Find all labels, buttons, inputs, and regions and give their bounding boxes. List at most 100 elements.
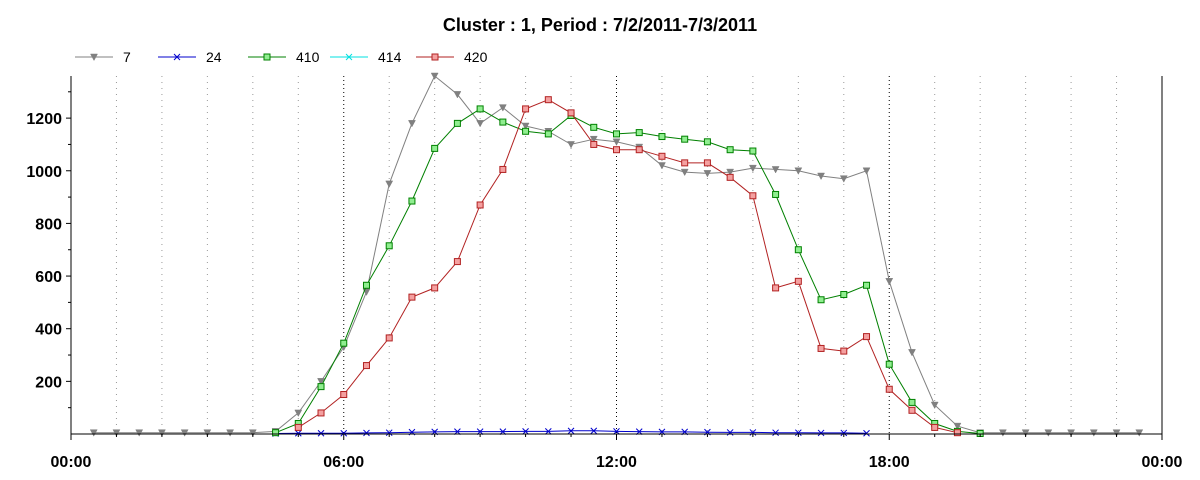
data-point-24 bbox=[863, 429, 870, 437]
data-point-410 bbox=[885, 360, 893, 368]
legend-marker bbox=[431, 53, 439, 61]
data-point-420 bbox=[885, 385, 893, 393]
data-point-410 bbox=[658, 133, 666, 141]
data-point-410 bbox=[726, 146, 734, 154]
data-point-410 bbox=[703, 138, 711, 146]
data-point-420 bbox=[499, 165, 507, 173]
legend-label: 414 bbox=[378, 49, 402, 65]
data-point-410 bbox=[772, 190, 780, 198]
data-point-24 bbox=[385, 429, 393, 437]
data-point-7 bbox=[226, 429, 235, 437]
data-point-420 bbox=[362, 362, 370, 370]
data-point-7 bbox=[89, 429, 98, 437]
y-tick-label: 1000 bbox=[26, 164, 62, 181]
data-point-420 bbox=[522, 105, 530, 113]
data-point-7 bbox=[703, 170, 712, 178]
data-point-420 bbox=[317, 409, 325, 417]
data-point-7 bbox=[521, 122, 530, 131]
data-point-410 bbox=[385, 242, 393, 250]
data-point-7 bbox=[794, 167, 803, 175]
data-point-420 bbox=[431, 284, 439, 292]
data-point-7 bbox=[1067, 429, 1076, 437]
data-point-410 bbox=[362, 281, 370, 289]
data-point-7 bbox=[953, 422, 962, 431]
data-point-420 bbox=[953, 429, 961, 437]
x-tick-label: 12:00 bbox=[596, 454, 637, 471]
data-point-7 bbox=[817, 172, 825, 181]
legend-label: 24 bbox=[206, 49, 222, 65]
y-tick-label: 800 bbox=[35, 216, 62, 233]
data-point-420 bbox=[908, 406, 916, 414]
data-point-7 bbox=[112, 429, 121, 437]
x-tick-label: 00:00 bbox=[1142, 454, 1183, 471]
data-point-410 bbox=[499, 118, 507, 126]
data-point-410 bbox=[317, 383, 325, 391]
data-point-7 bbox=[180, 429, 189, 437]
legend-item-24: 24 bbox=[158, 49, 222, 65]
y-tick-label: 600 bbox=[35, 269, 62, 286]
data-point-7 bbox=[567, 141, 575, 149]
data-point-7 bbox=[157, 429, 166, 437]
data-point-410 bbox=[794, 246, 802, 254]
data-point-420 bbox=[544, 96, 552, 104]
data-point-420 bbox=[794, 277, 802, 285]
data-point-7 bbox=[498, 104, 507, 112]
chart-title: Cluster : 1, Period : 7/2/2011-7/3/2011 bbox=[443, 15, 757, 35]
data-point-24 bbox=[817, 429, 825, 437]
y-tick-label: 200 bbox=[35, 374, 62, 391]
legend-label: 7 bbox=[123, 49, 131, 65]
data-point-420 bbox=[476, 201, 484, 209]
data-point-420 bbox=[703, 159, 711, 167]
series-7 bbox=[89, 72, 1144, 437]
data-point-410 bbox=[817, 296, 825, 304]
data-point-410 bbox=[613, 130, 620, 138]
legend-marker bbox=[263, 53, 271, 61]
data-point-410 bbox=[476, 105, 484, 113]
legend-marker bbox=[345, 53, 353, 61]
data-point-24 bbox=[294, 429, 302, 437]
data-point-7 bbox=[1021, 429, 1030, 437]
data-point-410 bbox=[590, 123, 598, 131]
data-point-420 bbox=[817, 344, 825, 352]
data-point-410 bbox=[340, 339, 348, 347]
legend-item-410: 410 bbox=[248, 49, 320, 65]
data-point-7 bbox=[430, 72, 439, 81]
data-point-420 bbox=[931, 423, 939, 431]
data-point-24 bbox=[544, 428, 552, 435]
data-point-7 bbox=[589, 135, 598, 144]
series-420 bbox=[294, 96, 961, 437]
data-point-7 bbox=[908, 349, 916, 357]
data-point-7 bbox=[930, 401, 939, 410]
data-point-420 bbox=[567, 109, 575, 117]
data-point-420 bbox=[453, 258, 461, 266]
data-point-24 bbox=[840, 429, 848, 437]
data-point-410 bbox=[272, 429, 280, 437]
data-point-7 bbox=[862, 167, 871, 175]
legend-label: 420 bbox=[464, 49, 488, 65]
legend: 7 24 410 414 420 bbox=[75, 49, 488, 65]
series-line-420 bbox=[298, 99, 958, 434]
data-point-7 bbox=[248, 429, 257, 437]
data-point-420 bbox=[635, 146, 643, 154]
x-tick-label: 18:00 bbox=[869, 454, 910, 471]
data-point-7 bbox=[680, 168, 689, 177]
data-point-420 bbox=[340, 391, 348, 399]
legend-item-420: 420 bbox=[416, 49, 488, 65]
data-point-410 bbox=[522, 127, 530, 135]
data-point-7 bbox=[135, 429, 144, 437]
legend-marker bbox=[90, 53, 98, 62]
data-point-420 bbox=[613, 146, 620, 154]
data-point-7 bbox=[1112, 429, 1121, 437]
series-410 bbox=[272, 105, 984, 437]
data-point-7 bbox=[612, 138, 621, 146]
x-tick-label: 00:00 bbox=[51, 454, 92, 471]
data-point-410 bbox=[544, 130, 552, 138]
data-point-410 bbox=[681, 135, 689, 143]
data-point-24 bbox=[567, 427, 575, 435]
data-point-420 bbox=[749, 192, 757, 200]
x-tick-label: 06:00 bbox=[323, 454, 364, 471]
data-point-420 bbox=[726, 173, 734, 181]
y-tick-label: 1200 bbox=[26, 111, 62, 128]
